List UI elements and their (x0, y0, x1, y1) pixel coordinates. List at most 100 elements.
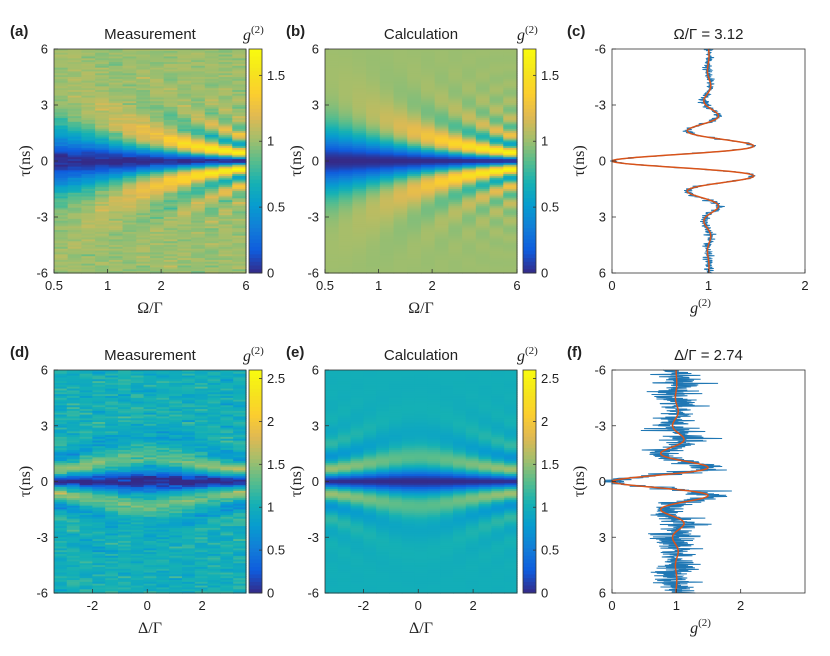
heatmap-cell (366, 93, 381, 97)
heatmap-cell (54, 386, 68, 390)
heatmap-cell (54, 181, 69, 184)
heatmap-cell (182, 557, 196, 561)
heatmap-cell (338, 207, 354, 211)
heatmap-cell (182, 492, 196, 496)
heatmap-cell (143, 444, 157, 447)
heatmap-cell (122, 78, 137, 82)
heatmap-cell (156, 381, 170, 384)
heatmap-cell (379, 205, 395, 209)
heatmap-cell (66, 409, 81, 412)
heatmap-cell (54, 451, 68, 455)
heatmap-cell (379, 146, 395, 149)
heatmap-cell (475, 52, 491, 56)
heatmap-cell (503, 248, 518, 252)
heatmap-cell (218, 200, 233, 203)
heatmap-cell (475, 168, 491, 171)
heatmap-cell (325, 65, 340, 69)
heatmap-cell (407, 265, 422, 268)
heatmap-cell (122, 177, 137, 181)
heatmap-cell (122, 267, 137, 270)
heatmap-cell (81, 231, 96, 235)
heatmap-cell (67, 62, 83, 65)
heatmap-cell (105, 379, 119, 382)
heatmap-cell (204, 263, 220, 267)
heatmap-cell (393, 134, 408, 138)
heatmap-cell (177, 105, 192, 108)
heatmap-cell (169, 490, 183, 494)
heatmap-cell (191, 168, 206, 171)
heatmap-cell (489, 177, 504, 181)
heatmap-cell (352, 162, 367, 166)
heatmap-cell (503, 106, 518, 110)
heatmap-cell (108, 67, 124, 71)
heatmap-cell (325, 205, 340, 209)
heatmap-cell (489, 93, 504, 97)
heatmap-cell (194, 388, 209, 392)
heatmap-cell (143, 561, 157, 564)
heatmap-cell (407, 101, 422, 104)
heatmap-cell (150, 170, 165, 173)
colorbar: 00.511.5g(2) (243, 24, 285, 281)
heatmap-cell (448, 269, 463, 272)
heatmap-cell (489, 52, 504, 56)
heatmap-cell (325, 215, 340, 218)
heatmap-cell (503, 65, 518, 69)
heatmap-cell (177, 119, 192, 123)
colorbar-segment (249, 254, 262, 259)
heatmap-cell (169, 531, 183, 535)
heatmap-cell (407, 209, 422, 212)
heatmap-cell (163, 187, 179, 190)
heatmap-cell (407, 181, 422, 184)
heatmap-cell (182, 574, 196, 577)
heatmap-cell (338, 99, 354, 102)
heatmap-cell (163, 138, 179, 142)
heatmap-cell (122, 52, 137, 56)
heatmap-cell (81, 209, 96, 212)
heatmap-cell (325, 198, 340, 201)
heatmap-cell (163, 218, 179, 222)
heatmap-cell (67, 261, 83, 265)
heatmap-cell (503, 211, 518, 214)
heatmap-cell (177, 114, 192, 117)
heatmap-cell (379, 239, 395, 242)
heatmap-cell (407, 69, 422, 72)
heatmap-cell (108, 205, 124, 209)
heatmap-cell (105, 583, 119, 587)
heatmap-cell (352, 106, 367, 110)
heatmap-cell (81, 164, 96, 168)
heatmap-cell (92, 557, 106, 561)
heatmap-cell (79, 436, 93, 440)
heatmap-cell (136, 52, 151, 56)
heatmap-cell (366, 196, 381, 199)
heatmap-cell (54, 507, 68, 510)
heatmap-cell (108, 261, 124, 265)
heatmap-cell (393, 164, 408, 168)
heatmap-cell (66, 583, 81, 587)
heatmap-cell (503, 149, 518, 153)
heatmap-cell (182, 485, 196, 488)
heatmap-cell (118, 563, 132, 566)
heatmap-cell (182, 466, 196, 470)
heatmap-cell (489, 110, 504, 114)
heatmap-cell (407, 192, 422, 196)
heatmap-cell (338, 60, 354, 63)
heatmap-cell (95, 209, 110, 212)
heatmap-cell (118, 453, 132, 457)
heatmap-cell (379, 118, 395, 121)
heatmap-cell (150, 233, 165, 237)
heatmap-cell (92, 570, 106, 574)
heatmap-cell (54, 265, 69, 268)
heatmap-cell (475, 207, 491, 211)
heatmap-cell (352, 209, 367, 212)
heatmap-cell (218, 237, 233, 240)
heatmap-cell (448, 71, 463, 74)
heatmap-cell (66, 468, 81, 471)
heatmap-cell (434, 189, 450, 192)
heatmap-cell (156, 529, 170, 533)
heatmap-cell (194, 548, 209, 551)
heatmap-cell (130, 477, 145, 481)
heatmap-cell (489, 69, 504, 72)
heatmap-cell (407, 177, 422, 181)
heatmap-cell (122, 172, 137, 175)
heatmap-cell (191, 106, 206, 110)
